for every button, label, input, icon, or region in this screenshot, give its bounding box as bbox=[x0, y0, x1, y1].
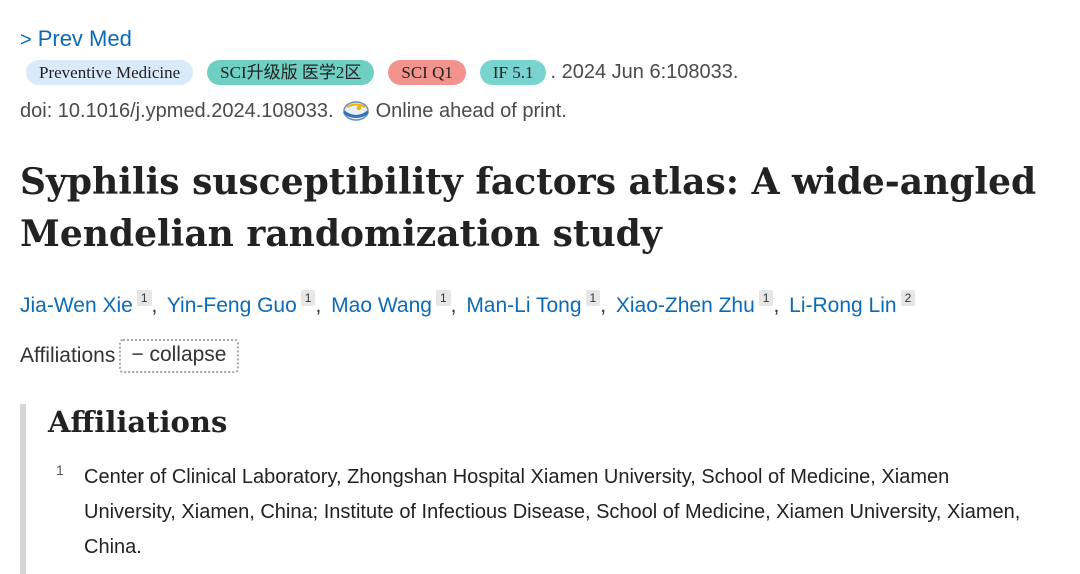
affiliation-ref[interactable]: 1 bbox=[758, 290, 774, 306]
author-link[interactable]: Mao Wang bbox=[331, 294, 432, 317]
sci-quartile-badge[interactable]: SCI Q1 bbox=[388, 60, 466, 85]
doi-text[interactable]: doi: 10.1016/j.ypmed.2024.108033. bbox=[20, 99, 334, 122]
citation-date-pages: . 2024 Jun 6:108033. bbox=[550, 61, 739, 83]
affiliation-ref[interactable]: 1 bbox=[435, 290, 451, 306]
author-link[interactable]: Li-Rong Lin bbox=[789, 294, 897, 317]
doi-row: doi: 10.1016/j.ypmed.2024.108033. Online… bbox=[20, 99, 567, 123]
affiliations-heading: Affiliations bbox=[48, 405, 228, 439]
author-link[interactable]: Jia-Wen Xie bbox=[20, 294, 133, 317]
chevron-right-icon: > bbox=[20, 29, 32, 51]
affiliation-ref[interactable]: 1 bbox=[585, 290, 601, 306]
collapse-button[interactable]: − collapse bbox=[119, 339, 239, 373]
affiliation-ref[interactable]: 1 bbox=[136, 290, 152, 306]
affiliation-item: 1 Center of Clinical Laboratory, Zhongsh… bbox=[56, 460, 1046, 565]
impact-factor-badge[interactable]: IF 5.1 bbox=[479, 60, 547, 85]
globe-icon[interactable] bbox=[342, 99, 370, 123]
author-separator: , bbox=[151, 294, 158, 317]
affiliation-text: Center of Clinical Laboratory, Zhongshan… bbox=[84, 466, 1021, 558]
affiliations-panel: Affiliations 1 Center of Clinical Labora… bbox=[20, 404, 1066, 574]
affiliation-ref[interactable]: 2 bbox=[900, 290, 916, 306]
author-list: Jia-Wen Xie 1, Yin-Feng Guo 1, Mao Wang 1, … bbox=[20, 290, 916, 318]
journal-badge[interactable]: Preventive Medicine bbox=[26, 60, 194, 85]
author-separator: , bbox=[450, 294, 457, 317]
author-separator: , bbox=[315, 294, 322, 317]
article-title: Syphilis susceptibility factors atlas: A… bbox=[20, 161, 1037, 255]
affiliation-ref[interactable]: 1 bbox=[300, 290, 316, 306]
author-link[interactable]: Man-Li Tong bbox=[466, 294, 582, 317]
affiliations-toggle-row: Affiliations − collapse bbox=[20, 339, 239, 373]
author-separator: , bbox=[773, 294, 780, 317]
affiliations-label: Affiliations bbox=[20, 344, 116, 367]
author-link[interactable]: Xiao-Zhen Zhu bbox=[615, 294, 755, 317]
journal-link[interactable]: > Prev Med bbox=[20, 26, 132, 52]
affiliation-number: 1 bbox=[56, 462, 64, 478]
author-link[interactable]: Yin-Feng Guo bbox=[166, 294, 297, 317]
journal-name: Prev Med bbox=[37, 26, 132, 51]
publication-status: Online ahead of print. bbox=[375, 99, 567, 122]
citation-meta-row: Preventive Medicine SCI升级版 医学2区 SCI Q1 I… bbox=[26, 60, 738, 85]
ranking-badge[interactable]: SCI升级版 医学2区 bbox=[207, 60, 375, 85]
author-separator: , bbox=[600, 294, 607, 317]
